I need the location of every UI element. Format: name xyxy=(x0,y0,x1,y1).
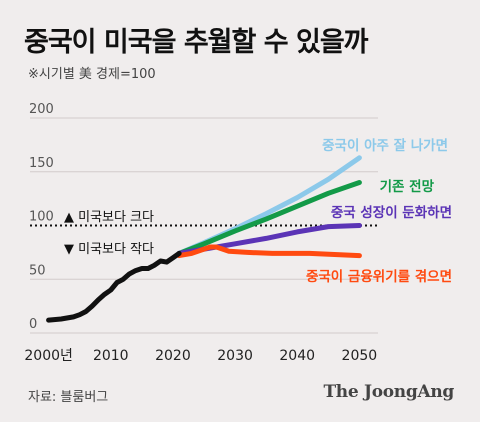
x-axis-ticks: 2000년 2010 2020 2030 2040 2050 xyxy=(24,348,377,364)
y-tick-label: 100 xyxy=(29,210,54,225)
x-tick-label: 2010 xyxy=(93,348,129,364)
series-label: 중국이 아주 잘 나가면 xyxy=(322,137,448,154)
y-tick-label: 0 xyxy=(29,317,37,332)
x-tick-label: 2050 xyxy=(342,348,378,364)
series-label: 중국 성장이 둔화하면 xyxy=(331,204,452,221)
y-axis-ticks: 0 50 100 150 200 xyxy=(29,102,54,332)
chart-subtitle: ※시기별 美 경제=100 xyxy=(28,67,156,82)
brand-logo: The JoongAng xyxy=(323,382,454,402)
series-line xyxy=(176,180,362,256)
y-tick-label: 50 xyxy=(29,263,46,278)
y-tick-label: 150 xyxy=(29,156,54,171)
series-label: 중국이 금융위기를 겪으면 xyxy=(306,268,452,285)
series-line xyxy=(176,244,362,259)
gridlines xyxy=(30,117,378,334)
y-tick-label: 200 xyxy=(29,102,54,117)
x-tick-label: 2030 xyxy=(217,348,253,364)
annotation-below-us: ▼ 미국보다 작다 xyxy=(64,242,154,257)
chart-title: 중국이 미국을 추월할 수 있을까 xyxy=(24,27,369,58)
series-lines xyxy=(46,155,362,323)
source-note: 자료: 블룸버그 xyxy=(28,390,109,405)
x-tick-label: 2020 xyxy=(155,348,191,364)
series-label: 기존 전망 xyxy=(380,178,435,195)
historical-line xyxy=(46,250,182,323)
x-tick-label: 2040 xyxy=(279,348,315,364)
annotation-above-us: ▲ 미국보다 크다 xyxy=(64,210,154,225)
x-tick-label: 2000년 xyxy=(24,348,73,364)
